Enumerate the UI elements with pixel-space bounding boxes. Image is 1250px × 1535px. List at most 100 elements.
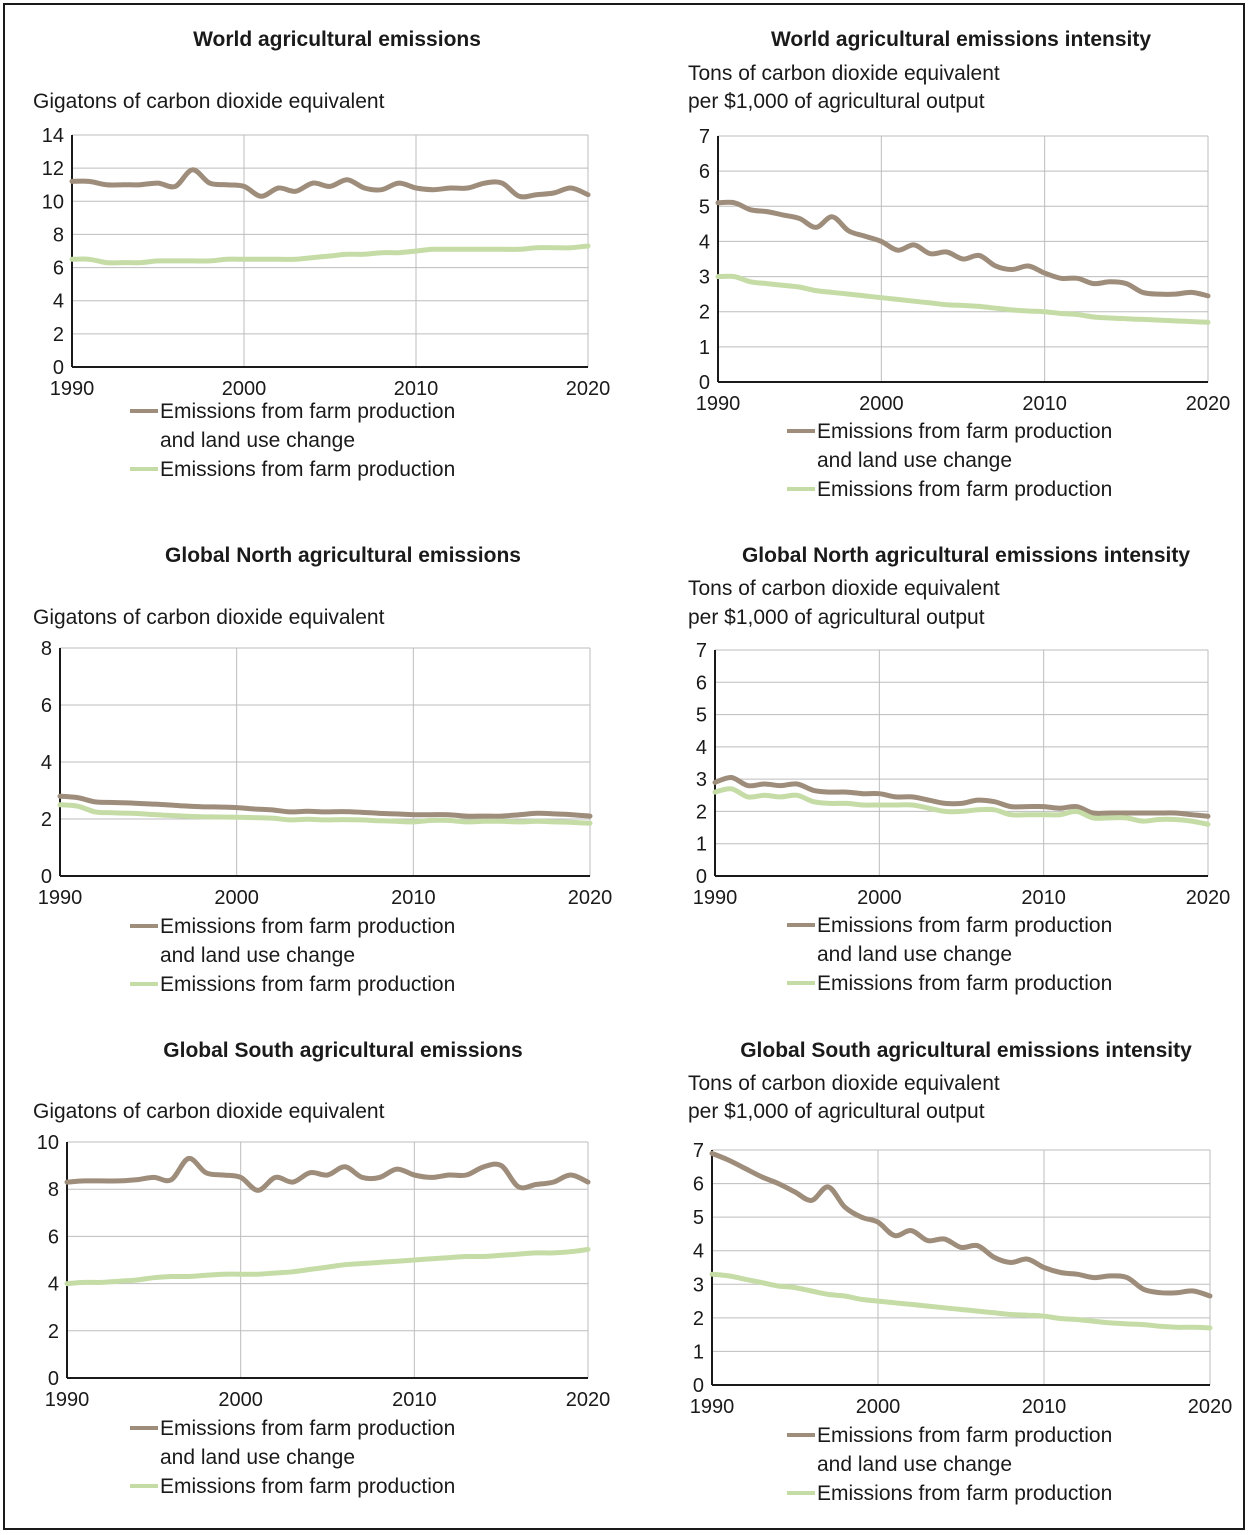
y-tick-label: 8 bbox=[48, 1179, 59, 1201]
y-axis-unit-line-2: Gigatons of carbon dioxide equivalent bbox=[33, 606, 385, 629]
series-line-farm bbox=[709, 1271, 1213, 1331]
legend-label-land-use-cont: and land use change bbox=[817, 449, 1012, 472]
x-tick-label: 2000 bbox=[214, 887, 259, 909]
y-tick-label: 6 bbox=[53, 258, 64, 280]
chart-title: World agricultural emissions intensity bbox=[771, 28, 1151, 51]
y-tick-label: 7 bbox=[699, 126, 710, 148]
x-tick-label: 2020 bbox=[568, 887, 613, 909]
y-tick-label: 3 bbox=[693, 1274, 704, 1296]
y-tick-label: 0 bbox=[693, 1375, 704, 1397]
series-line-farm bbox=[712, 786, 1211, 827]
y-tick-label: 0 bbox=[696, 866, 707, 888]
y-tick-label: 5 bbox=[699, 196, 710, 218]
x-tick-label: 2010 bbox=[394, 378, 439, 400]
x-tick-label: 1990 bbox=[690, 1396, 735, 1418]
y-tick-label: 4 bbox=[693, 1241, 704, 1263]
x-tick-label: 1990 bbox=[50, 378, 95, 400]
legend-label-land-use-cont: and land use change bbox=[817, 943, 1012, 966]
y-tick-label: 5 bbox=[693, 1207, 704, 1229]
series-line-land-use bbox=[57, 793, 593, 819]
y-tick-label: 2 bbox=[693, 1308, 704, 1330]
y-tick-label: 0 bbox=[699, 372, 710, 394]
y-axis-unit-line-2: Gigatons of carbon dioxide equivalent bbox=[33, 90, 385, 113]
y-tick-label: 6 bbox=[696, 672, 707, 694]
legend-label-farm: Emissions from farm production bbox=[160, 1475, 455, 1498]
y-tick-label: 1 bbox=[693, 1341, 704, 1363]
legend-label-farm: Emissions from farm production bbox=[817, 972, 1112, 995]
y-tick-label: 2 bbox=[696, 801, 707, 823]
x-tick-label: 2010 bbox=[1022, 1396, 1067, 1418]
legend-label-farm: Emissions from farm production bbox=[160, 973, 455, 996]
y-axis-unit-line-2: per $1,000 of agricultural output bbox=[688, 1100, 985, 1123]
legend-label-land-use: Emissions from farm production bbox=[160, 1417, 455, 1440]
series-line-farm bbox=[715, 273, 1211, 325]
y-tick-label: 6 bbox=[41, 695, 52, 717]
x-tick-label: 1990 bbox=[45, 1389, 90, 1411]
legend-label-land-use: Emissions from farm production bbox=[160, 400, 455, 423]
x-tick-label: 2010 bbox=[392, 1389, 437, 1411]
y-axis-unit-line-1: Tons of carbon dioxide equivalent bbox=[688, 62, 1000, 85]
y-tick-label: 3 bbox=[699, 267, 710, 289]
series-line-land-use bbox=[715, 199, 1211, 299]
series-line-land-use bbox=[69, 167, 591, 200]
legend-label-land-use: Emissions from farm production bbox=[817, 914, 1112, 937]
x-tick-label: 2010 bbox=[1022, 393, 1067, 415]
series-line-land-use bbox=[712, 774, 1211, 819]
legend-label-farm: Emissions from farm production bbox=[817, 1482, 1112, 1505]
y-tick-label: 7 bbox=[696, 640, 707, 662]
y-tick-label: 0 bbox=[41, 866, 52, 888]
y-tick-label: 10 bbox=[42, 191, 64, 213]
y-tick-label: 1 bbox=[699, 337, 710, 359]
x-tick-label: 1990 bbox=[696, 393, 741, 415]
y-axis-unit-line-1: Tons of carbon dioxide equivalent bbox=[688, 1072, 1000, 1095]
y-tick-label: 10 bbox=[37, 1132, 59, 1154]
legend-label-land-use-cont: and land use change bbox=[160, 944, 355, 967]
y-tick-label: 3 bbox=[696, 769, 707, 791]
y-tick-label: 4 bbox=[53, 291, 64, 313]
x-tick-label: 2020 bbox=[1186, 887, 1231, 909]
y-tick-label: 6 bbox=[693, 1174, 704, 1196]
y-tick-label: 2 bbox=[53, 324, 64, 346]
chart-world-intensity: World agricultural emissions intensity To… bbox=[688, 28, 1231, 501]
x-tick-label: 2000 bbox=[857, 887, 902, 909]
x-tick-label: 1990 bbox=[693, 887, 738, 909]
chart-world-emissions: World agricultural emissions Gigatons of … bbox=[33, 28, 611, 481]
y-tick-label: 8 bbox=[41, 638, 52, 660]
x-tick-label: 2020 bbox=[566, 1389, 611, 1411]
series-line-farm bbox=[69, 243, 591, 266]
y-tick-label: 2 bbox=[699, 302, 710, 324]
y-axis-unit-line-1: Tons of carbon dioxide equivalent bbox=[688, 577, 1000, 600]
x-tick-label: 2000 bbox=[218, 1389, 263, 1411]
y-tick-label: 6 bbox=[48, 1226, 59, 1248]
series-line-land-use bbox=[64, 1156, 591, 1193]
y-tick-label: 4 bbox=[48, 1274, 59, 1296]
y-tick-label: 14 bbox=[42, 125, 64, 147]
legend-label-land-use-cont: and land use change bbox=[817, 1453, 1012, 1476]
y-tick-label: 4 bbox=[699, 231, 710, 253]
legend-label-land-use: Emissions from farm production bbox=[160, 915, 455, 938]
y-tick-label: 2 bbox=[48, 1321, 59, 1343]
x-tick-label: 1990 bbox=[38, 887, 83, 909]
y-tick-label: 0 bbox=[53, 357, 64, 379]
y-tick-label: 4 bbox=[696, 737, 707, 759]
chart-title: Global South agricultural emissions inte… bbox=[740, 1039, 1192, 1062]
legend-label-land-use-cont: and land use change bbox=[160, 429, 355, 452]
x-tick-label: 2020 bbox=[566, 378, 611, 400]
chart-title: World agricultural emissions bbox=[193, 28, 481, 51]
x-tick-label: 2010 bbox=[391, 887, 436, 909]
chart-title: Global North agricultural emissions bbox=[165, 544, 521, 567]
x-tick-label: 2010 bbox=[1021, 887, 1066, 909]
y-tick-label: 1 bbox=[696, 834, 707, 856]
chart-north-emissions: Global North agricultural emissions Gigat… bbox=[33, 544, 613, 996]
chart-title: Global South agricultural emissions bbox=[163, 1039, 522, 1062]
series-line-farm bbox=[64, 1246, 591, 1287]
x-tick-label: 2020 bbox=[1188, 1396, 1233, 1418]
x-tick-label: 2020 bbox=[1186, 393, 1231, 415]
legend-label-land-use-cont: and land use change bbox=[160, 1446, 355, 1469]
legend-label-farm: Emissions from farm production bbox=[160, 458, 455, 481]
chart-title: Global North agricultural emissions inte… bbox=[742, 544, 1190, 567]
y-tick-label: 4 bbox=[41, 752, 52, 774]
chart-south-emissions: Global South agricultural emissions Gigat… bbox=[33, 1039, 611, 1498]
x-tick-label: 2000 bbox=[856, 1396, 901, 1418]
